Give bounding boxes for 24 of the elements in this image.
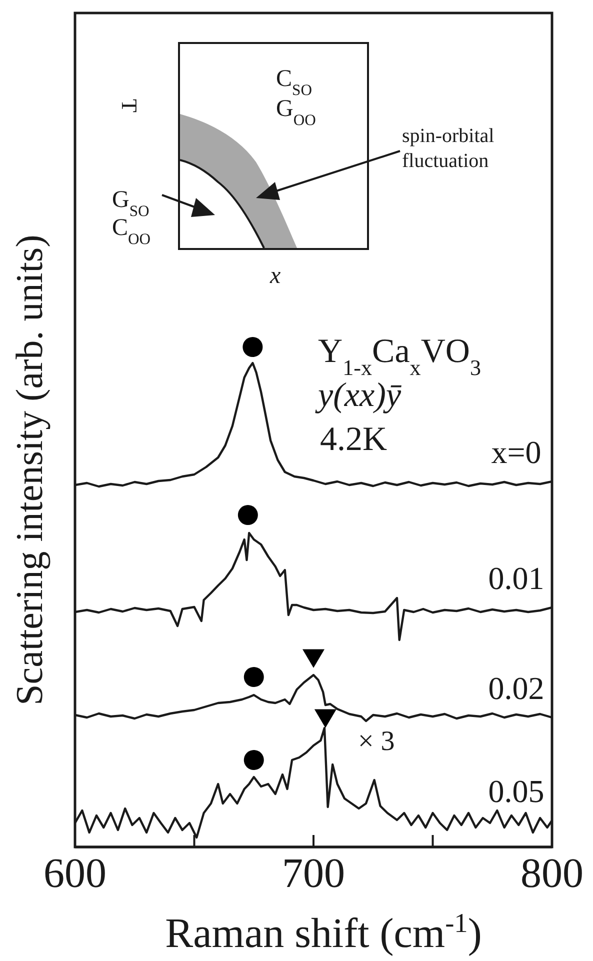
text: G$_{OO}$ [276,96,316,128]
text: T [117,99,142,113]
annotation: Y$_{1-x}$Ca$_{x}$VO$_{3}$ [318,333,481,380]
x-tick-label: 700 [282,851,345,897]
text: spin-orbital fluctuation [402,125,495,172]
x-tick-label: 800 [520,851,584,897]
annotation: 4.2K [320,421,388,458]
series-label: 0.01 [488,560,544,596]
annotation: y(xx)ȳ [315,377,402,414]
series-label: 0.05 [488,772,544,809]
text: x [269,263,281,289]
annotation: × 3 [358,726,395,757]
x-tick-label: 600 [44,851,106,897]
point [314,709,336,728]
point [242,337,263,357]
x-axis-title: Raman shift (cm$^{-1}$) [165,908,482,957]
point [302,649,324,668]
point [244,750,264,770]
series-label: x=0 [491,434,542,470]
series-label: 0.02 [488,670,544,706]
point [238,505,258,525]
point [244,667,264,687]
y-axis-title: Scattering intensity (arb. units) [9,234,51,706]
text: C$_{SO}$ [276,66,312,98]
